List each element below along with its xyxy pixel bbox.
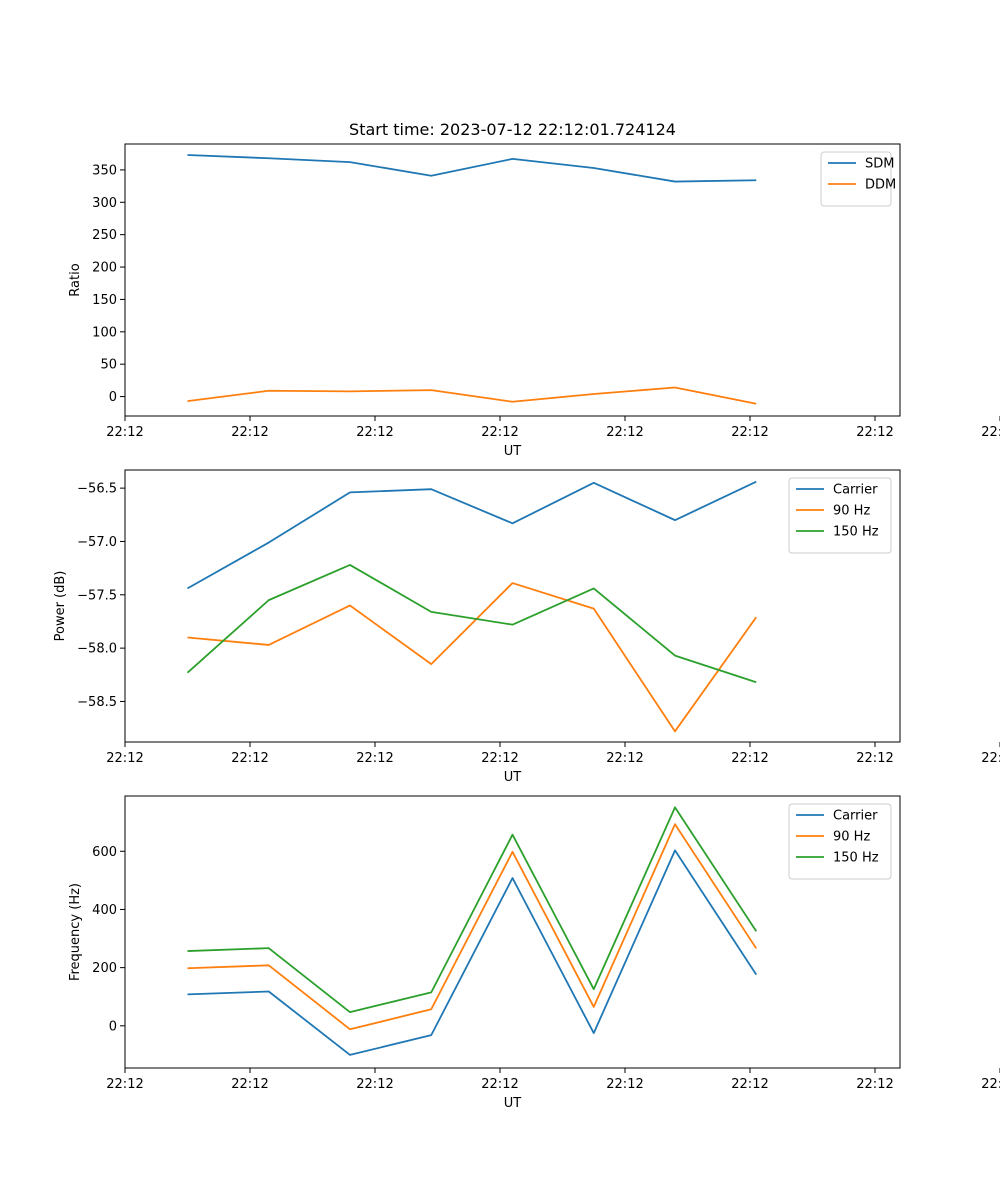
x-tick-label: 22:12	[481, 1077, 518, 1092]
y-tick-label: 100	[92, 325, 117, 340]
x-axis-label: UT	[504, 770, 522, 785]
legend-label: 150 Hz	[833, 525, 879, 540]
x-tick-label: 22:12	[856, 425, 893, 440]
y-tick-label: 200	[92, 961, 117, 976]
x-tick-label: 22:12	[231, 425, 268, 440]
series-line-90-hz	[187, 582, 757, 733]
x-tick-label: 22:12	[231, 1077, 268, 1092]
x-tick-label: 22:12	[731, 751, 768, 766]
y-axis-label: Frequency (Hz)	[68, 883, 83, 981]
legend-label: 90 Hz	[833, 504, 870, 519]
x-tick-label: 22:12	[606, 1077, 643, 1092]
series-line-sdm	[187, 154, 757, 183]
x-tick-label: 22:12	[356, 1077, 393, 1092]
legend: Carrier 90 Hz 150 Hz	[788, 803, 892, 880]
series-line-150-hz	[186, 564, 757, 684]
y-tick-label: −57.5	[77, 588, 117, 603]
y-tick-label: −57.0	[77, 535, 117, 550]
series-line-ddm	[187, 386, 757, 405]
y-tick-label: 350	[92, 163, 117, 178]
x-tick-label: 22:13	[981, 1077, 1000, 1092]
y-axis-label: Power (dB)	[53, 571, 68, 642]
legend-label: Carrier	[833, 483, 878, 498]
subplot-2: 22:12 22:12 22:12 22:12 22:12 22:12 22:12 22:13…	[53, 469, 1000, 785]
series-line-90-hz	[187, 823, 758, 1031]
x-tick-label: 22:12	[856, 751, 893, 766]
y-tick-label: 300	[92, 196, 117, 211]
x-axis-label: UT	[504, 444, 522, 459]
x-tick-label: 22:12	[106, 751, 143, 766]
x-tick-label: 22:12	[481, 751, 518, 766]
y-tick-label: 200	[92, 261, 117, 276]
series-line-carrier	[187, 849, 758, 1056]
legend-label: 90 Hz	[833, 830, 870, 845]
y-tick-label: 0	[109, 1019, 117, 1034]
y-tick-label: −58.5	[77, 695, 117, 710]
legend: SDM DDM	[820, 151, 896, 207]
x-tick-label: 22:12	[856, 1077, 893, 1092]
x-axis-label: UT	[504, 1096, 522, 1111]
y-tick-label: 0	[109, 390, 117, 405]
legend-label: DDM	[865, 178, 896, 193]
y-tick-label: −56.5	[77, 482, 117, 497]
x-tick-label: 22:13	[981, 751, 1000, 766]
plot-frame	[124, 795, 901, 1069]
series-line-150-hz	[187, 806, 758, 1014]
x-tick-label: 22:12	[606, 751, 643, 766]
x-tick-label: 22:12	[481, 425, 518, 440]
legend-box	[788, 477, 892, 554]
x-tick-label: 22:12	[606, 425, 643, 440]
y-axis-label: Ratio	[68, 263, 83, 296]
legend-label: Carrier	[833, 809, 878, 824]
y-tick-label: 600	[92, 845, 117, 860]
y-tick-label: 150	[92, 293, 117, 308]
x-tick-label: 22:12	[106, 425, 143, 440]
legend: Carrier 90 Hz 150 Hz	[788, 477, 892, 554]
y-tick-label: 250	[92, 228, 117, 243]
x-tick-label: 22:12	[731, 425, 768, 440]
legend-box	[788, 803, 892, 880]
subplot-3: 22:12 22:12 22:12 22:12 22:12 22:12 22:12 22:13…	[68, 795, 1000, 1111]
x-tick-label: 22:12	[731, 1077, 768, 1092]
plot-frame	[124, 469, 901, 743]
legend-label: 150 Hz	[833, 851, 879, 866]
subplot-1: 22:12 22:12 22:12 22:12 22:12 22:12 22:12 22:13…	[68, 120, 1000, 459]
plot-frame	[124, 143, 901, 417]
x-tick-label: 22:12	[231, 751, 268, 766]
chart-title: Start time: 2023-07-12 22:12:01.724124	[349, 120, 676, 139]
y-tick-label: 50	[100, 358, 117, 373]
y-tick-label: −58.0	[77, 642, 117, 657]
legend-box	[820, 151, 892, 207]
series-line-carrier	[187, 480, 757, 590]
legend-label: SDM	[865, 157, 894, 172]
x-tick-label: 22:13	[981, 425, 1000, 440]
x-tick-label: 22:12	[356, 751, 393, 766]
y-tick-label: 400	[92, 903, 117, 918]
x-tick-label: 22:12	[106, 1077, 143, 1092]
x-tick-label: 22:12	[356, 425, 393, 440]
